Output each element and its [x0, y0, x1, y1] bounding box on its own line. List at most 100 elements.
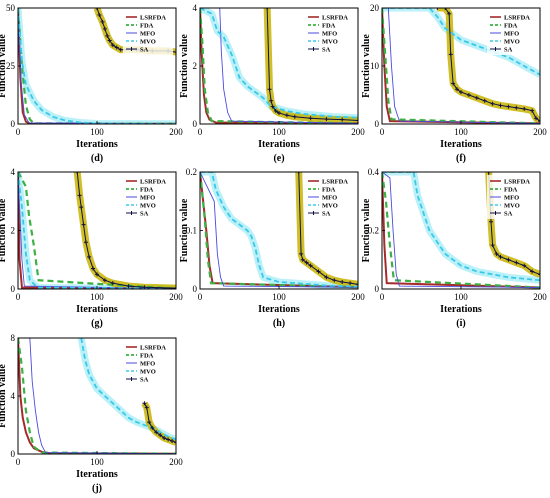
sa-point — [150, 425, 155, 430]
chart-panel-i: 0 100 200 0 0.2 0.4 Iterations Function value (i… — [361, 167, 550, 333]
sa-point — [97, 12, 102, 17]
sa-point — [538, 272, 540, 277]
legend-label-fda: FDA — [322, 22, 336, 29]
sa-point — [267, 87, 272, 92]
chart-svg-f: 0 100 200 0 10 20 Iterations Function value (f) L… — [361, 3, 547, 164]
sa-point — [75, 172, 80, 174]
x-tick-label: 100 — [272, 127, 286, 137]
sa-point — [142, 401, 147, 406]
chart-svg-h: 0 100 200 0 0.1 0.2 Iterations Function value (h… — [179, 167, 365, 329]
sa-point — [443, 8, 448, 10]
chart-panel-f: 0 100 200 0 10 20 Iterations Function value (f) L… — [361, 3, 550, 168]
sa-point — [490, 101, 495, 106]
legend-marker-sa — [493, 211, 498, 215]
panel-caption: (e) — [273, 153, 284, 164]
legend-label-sa: SA — [504, 210, 513, 217]
series-line-lsrfda — [382, 172, 540, 289]
panel-caption: (g) — [91, 318, 103, 329]
sa-point — [498, 103, 503, 108]
series-line-fda — [18, 338, 176, 454]
legend-label-mfo: MFO — [504, 30, 519, 37]
chart-panel-h: 0 100 200 0 0.1 0.2 Iterations Function value (h… — [179, 167, 370, 333]
y-axis-label: Function value — [179, 198, 190, 262]
x-axis-label: Iterations — [258, 139, 300, 150]
x-tick-label: 100 — [90, 457, 104, 467]
sa-point — [332, 278, 337, 283]
legend-label-mvo: MVO — [322, 202, 338, 209]
sa-point — [474, 95, 479, 100]
sa-point — [95, 8, 99, 10]
legend-label-sa: SA — [322, 210, 331, 217]
sa-point — [356, 282, 358, 287]
legend-label-lsrfda: LSRFDA — [140, 344, 166, 351]
sa-point — [83, 240, 88, 245]
plot-area-e — [200, 8, 358, 124]
x-tick-label: 200 — [351, 292, 365, 302]
legend-label-mvo: MVO — [140, 38, 156, 45]
legend-label-sa: SA — [322, 46, 331, 53]
panel-caption: (i) — [456, 318, 465, 329]
y-tick-label: 0 — [11, 449, 16, 459]
sa-point — [110, 43, 115, 48]
legend-label-mfo: MFO — [504, 194, 519, 201]
x-tick-label: 200 — [533, 292, 547, 302]
chart-svg-e: 0 100 200 0 2 4 Iterations Function value (e) LSR… — [179, 3, 365, 164]
sa-point — [105, 33, 110, 38]
panel-caption: (d) — [91, 153, 103, 164]
y-axis-label: Function value — [0, 364, 8, 428]
sa-point — [95, 272, 99, 277]
sa-point — [308, 116, 313, 121]
plot-area-j — [18, 338, 176, 454]
sa-point — [81, 222, 86, 227]
sa-point — [324, 117, 329, 122]
sa-point — [459, 90, 463, 95]
chart-svg-g: 0 100 200 0 2 4 Iterations Function value (g) LSR… — [0, 167, 183, 329]
sa-point — [466, 93, 471, 97]
sa-point — [273, 108, 278, 113]
sa-point — [514, 105, 519, 110]
legend-label-lsrfda: LSRFDA — [140, 14, 166, 21]
sa-point — [324, 275, 329, 280]
sa-point — [166, 437, 171, 442]
y-tick-label: 20 — [370, 3, 380, 13]
sa-point — [435, 8, 440, 10]
y-axis-label: Function value — [0, 198, 8, 262]
series-line-fda — [200, 172, 358, 289]
sa-point — [316, 269, 321, 274]
sa-point — [174, 440, 176, 445]
y-tick-label: 0 — [11, 284, 16, 294]
sa-point — [489, 219, 494, 224]
series-line-fda — [382, 172, 540, 289]
panel-caption: (h) — [273, 318, 285, 329]
sa-point — [494, 251, 499, 256]
sa-point — [506, 104, 511, 109]
x-tick-label: 0 — [380, 292, 385, 302]
x-axis-label: Iterations — [76, 469, 118, 480]
sa-point — [296, 172, 301, 174]
sa-point — [174, 286, 176, 289]
x-axis-label: Iterations — [76, 139, 118, 150]
sa-point — [270, 104, 275, 109]
sa-point — [348, 281, 353, 286]
y-axis-label: Function value — [179, 34, 190, 98]
sa-point — [530, 269, 535, 274]
sa-point — [498, 254, 503, 259]
series-line-mvo — [200, 172, 358, 288]
sa-point — [534, 116, 539, 121]
sa-point — [490, 243, 495, 248]
sa-point — [110, 281, 115, 286]
panel-caption: (j) — [92, 483, 102, 494]
legend-label-fda: FDA — [140, 352, 154, 359]
sa-point — [447, 11, 452, 16]
plot-area-h — [200, 172, 358, 289]
x-tick-label: 0 — [198, 292, 203, 302]
sa-point — [300, 257, 305, 262]
chart-svg-j: 0 100 200 0 4 8 Iterations Function value (j) LSR… — [0, 333, 183, 494]
series-line-mvo — [200, 8, 358, 119]
sa-point — [107, 38, 112, 43]
series-line-mfo — [382, 8, 540, 124]
y-tick-label: 4 — [193, 3, 198, 13]
x-axis-label: Iterations — [258, 304, 300, 315]
